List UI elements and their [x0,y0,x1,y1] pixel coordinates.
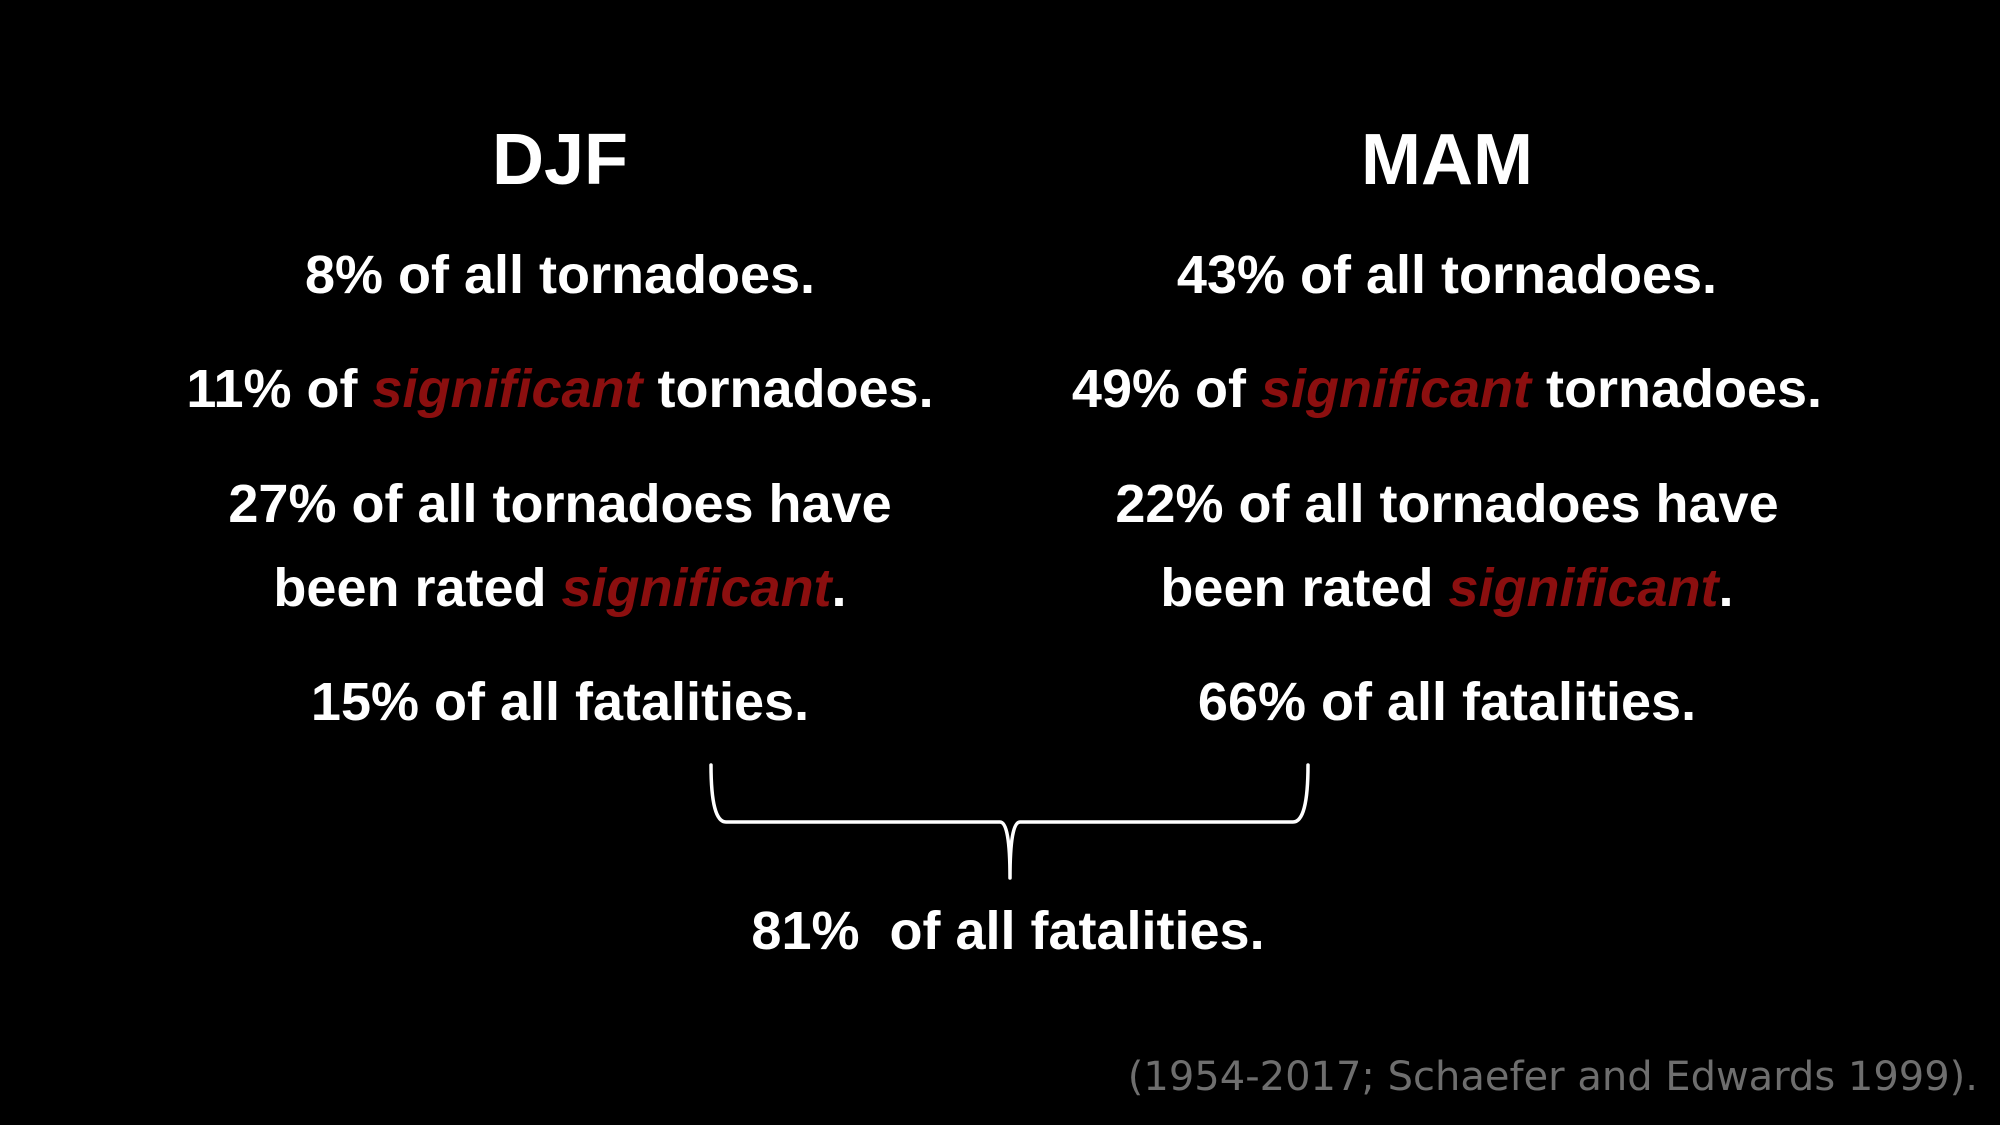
djf-rated-line-1: 27% of all tornadoes have [228,474,892,534]
combined-fatality-share: 81% of all fatalities. [751,901,1265,961]
djf-rated-prefix: been rated [273,558,562,618]
djf-heading: DJF [491,120,629,200]
djf-significant-share-suffix: tornadoes. [642,359,934,419]
mam-rated-highlight: significant [1448,558,1719,618]
djf-rated-line-2: been rated significant. [130,556,990,620]
djf-significant-share-prefix: 11% of [186,359,373,419]
djf-significant-share: 11% of significant tornadoes. [130,357,990,421]
djf-rated-highlight: significant [561,558,832,618]
mam-rated-suffix: . [1718,558,1734,618]
djf-significant-share-highlight: significant [372,359,643,419]
mam-rated-prefix: been rated [1160,558,1449,618]
curly-brace-path [709,763,1310,880]
mam-tornado-share: 43% of all tornadoes. [1176,245,1718,305]
mam-rated-line-1: 22% of all tornadoes have [1115,474,1779,534]
mam-significant-share: 49% of significant tornadoes. [1017,357,1877,421]
mam-heading: MAM [1361,120,1533,200]
mam-significant-share-highlight: significant [1260,359,1532,419]
mam-significant-share-suffix: tornadoes. [1531,359,1823,419]
djf-tornado-share: 8% of all tornadoes. [304,245,816,305]
djf-rated-suffix: . [831,558,847,618]
citation: (1954-2017; Schaefer and Edwards 1999). [1127,1054,1978,1100]
mam-fatality-share: 66% of all fatalities. [1197,672,1697,732]
mam-significant-share-prefix: 49% of [1071,359,1261,419]
djf-fatality-share: 15% of all fatalities. [310,672,810,732]
mam-rated-line-2: been rated significant. [1017,556,1877,620]
